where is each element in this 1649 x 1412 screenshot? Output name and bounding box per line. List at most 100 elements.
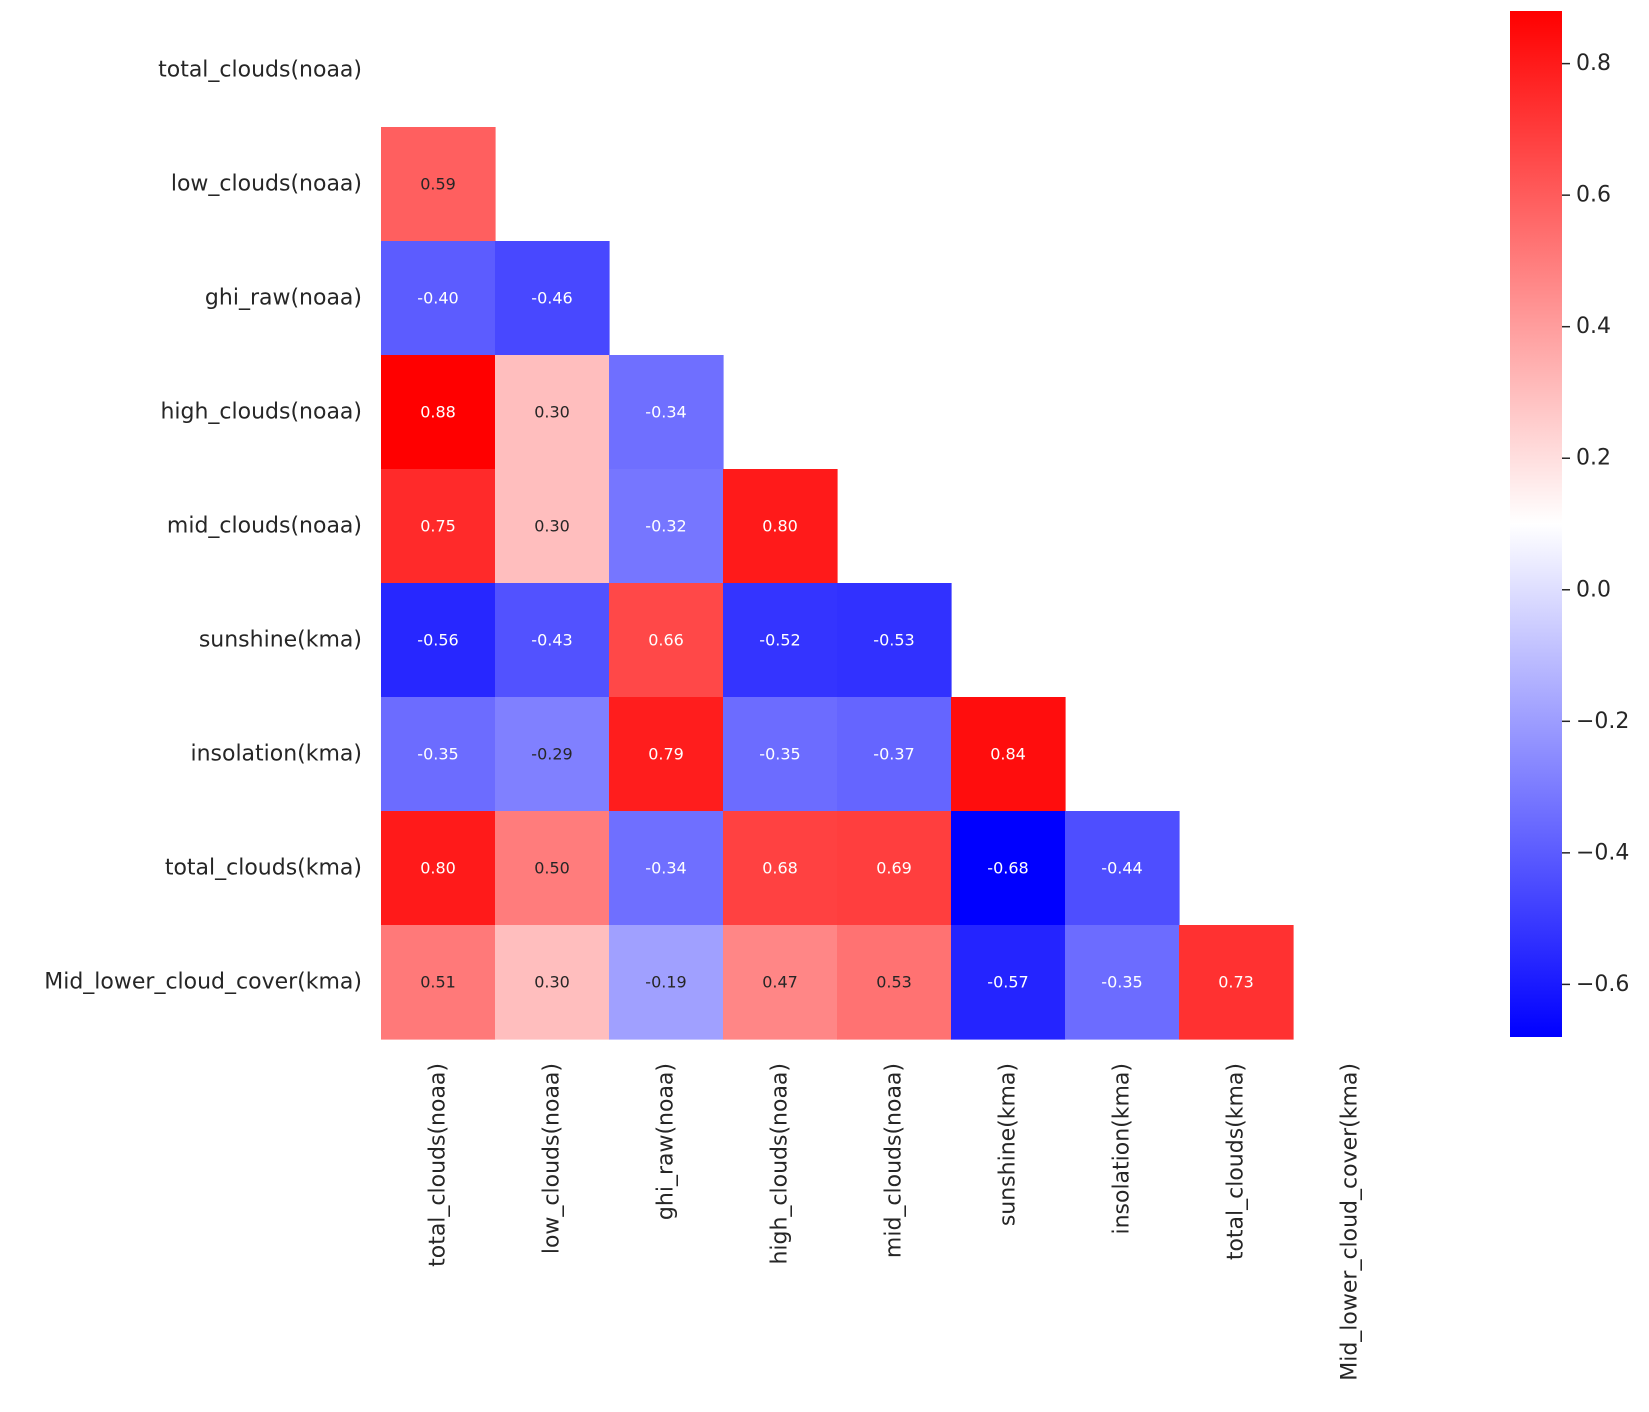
heatmap-cell: [381, 469, 496, 584]
heatmap-cells: 0.59 -0.40 -0.46 0.88 0.30 -0.34 0.75 0.30 -0.32…: [381, 127, 1294, 1040]
column-tick-label: ghi_raw(noaa): [654, 1063, 679, 1220]
colorbar-tick-label: −0.2: [1576, 709, 1629, 734]
cell-value-label: -0.40: [417, 289, 458, 308]
column-tick-label: low_clouds(noaa): [540, 1063, 565, 1254]
heatmap-cell: [381, 697, 496, 812]
cell-value-label: -0.43: [531, 631, 572, 650]
cell-value-label: -0.35: [417, 745, 458, 764]
colorbar-tick-label: −0.4: [1576, 840, 1629, 865]
row-tick-label: Mid_lower_cloud_cover(kma): [44, 970, 362, 995]
colorbar-tick-label: 0.4: [1576, 314, 1611, 339]
cell-value-label: -0.19: [645, 973, 686, 992]
row-tick-label: total_clouds(noaa): [158, 58, 362, 83]
heatmap-cell: [495, 697, 610, 812]
cell-value-label: -0.53: [873, 631, 914, 650]
heatmap-cell: [609, 811, 724, 926]
colorbar-gradient: [1510, 11, 1562, 1037]
cell-value-label: 0.30: [534, 403, 570, 422]
heatmap-cell: [381, 355, 496, 470]
column-tick-label: mid_clouds(noaa): [882, 1063, 907, 1258]
cell-value-label: -0.56: [417, 631, 458, 650]
cell-value-label: 0.53: [876, 973, 912, 992]
heatmap-cell: [495, 241, 610, 356]
row-tick-label: low_clouds(noaa): [171, 172, 362, 197]
cell-value-label: 0.66: [648, 631, 684, 650]
column-tick-label: insolation(kma): [1110, 1063, 1135, 1235]
cell-value-label: -0.34: [645, 403, 686, 422]
heatmap-cell: [381, 241, 496, 356]
cell-value-label: 0.47: [762, 973, 798, 992]
heatmap-cell: [609, 925, 724, 1040]
cell-value-label: 0.80: [762, 517, 798, 536]
heatmap-cell: [381, 583, 496, 698]
cell-value-label: 0.59: [420, 175, 456, 194]
colorbar-tick-label: 0.2: [1576, 446, 1611, 471]
cell-value-label: 0.30: [534, 973, 570, 992]
heatmap-cell: [609, 697, 724, 812]
heatmap-cell: [951, 811, 1066, 926]
heatmap-cell: [381, 811, 496, 926]
heatmap-cell: [1179, 925, 1294, 1040]
column-tick-label: Mid_lower_cloud_cover(kma): [1338, 1063, 1363, 1381]
heatmap-cell: [1065, 811, 1180, 926]
heatmap-cell: [837, 811, 952, 926]
row-tick-label: ghi_raw(noaa): [205, 286, 362, 311]
heatmap-cell: [723, 469, 838, 584]
cell-value-label: 0.68: [762, 859, 798, 878]
row-tick-label: high_clouds(noaa): [160, 400, 362, 425]
heatmap-cell: [1065, 925, 1180, 1040]
column-tick-label: high_clouds(noaa): [768, 1063, 793, 1265]
row-tick-label: insolation(kma): [190, 742, 362, 767]
heatmap-cell: [495, 925, 610, 1040]
colorbar-tick-label: 0.6: [1576, 183, 1611, 208]
column-tick-label: sunshine(kma): [996, 1063, 1021, 1226]
heatmap-cell: [495, 811, 610, 926]
heatmap-cell: [723, 583, 838, 698]
cell-value-label: 0.51: [420, 973, 456, 992]
cell-value-label: 0.84: [990, 745, 1026, 764]
cell-value-label: 0.73: [1218, 973, 1254, 992]
heatmap-cell: [495, 583, 610, 698]
colorbar-tick-label: 0.0: [1576, 577, 1611, 602]
heatmap-cell: [837, 697, 952, 812]
cell-value-label: -0.37: [873, 745, 914, 764]
cell-value-label: -0.32: [645, 517, 686, 536]
cell-value-label: 0.30: [534, 517, 570, 536]
heatmap-cell: [837, 925, 952, 1040]
cell-value-label: -0.44: [1101, 859, 1142, 878]
column-tick-label: total_clouds(kma): [1224, 1063, 1249, 1260]
cell-value-label: 0.69: [876, 859, 912, 878]
heatmap-cell: [723, 925, 838, 1040]
row-tick-labels: total_clouds(noaa) low_clouds(noaa) ghi_ra…: [44, 58, 362, 995]
cell-value-label: -0.35: [759, 745, 800, 764]
row-tick-label: mid_clouds(noaa): [167, 514, 362, 539]
cell-value-label: -0.57: [987, 973, 1028, 992]
cell-value-label: -0.29: [531, 745, 572, 764]
heatmap-cell: [609, 469, 724, 584]
heatmap-cell: [609, 583, 724, 698]
heatmap-cell: [723, 697, 838, 812]
colorbar: 0.8 0.6 0.4 0.2 0.0 −0.2 −0.4 −0.6: [1510, 11, 1629, 1037]
heatmap-cell: [723, 811, 838, 926]
cell-value-label: -0.46: [531, 289, 572, 308]
heatmap-cell: [381, 925, 496, 1040]
cell-value-label: 0.75: [420, 517, 456, 536]
cell-value-label: -0.34: [645, 859, 686, 878]
cell-value-label: -0.52: [759, 631, 800, 650]
cell-value-label: 0.88: [420, 403, 456, 422]
heatmap-cell: [951, 925, 1066, 1040]
heatmap-cell: [381, 127, 496, 242]
row-tick-label: sunshine(kma): [199, 628, 362, 653]
colorbar-tick-label: 0.8: [1576, 51, 1611, 76]
heatmap-cell: [837, 583, 952, 698]
column-tick-label: total_clouds(noaa): [426, 1063, 451, 1267]
column-tick-labels: total_clouds(noaa) low_clouds(noaa) ghi_ra…: [426, 1063, 1363, 1381]
heatmap-cell: [495, 469, 610, 584]
cell-value-label: 0.80: [420, 859, 456, 878]
row-tick-label: total_clouds(kma): [165, 856, 362, 881]
cell-value-label: -0.68: [987, 859, 1028, 878]
cell-value-label: 0.50: [534, 859, 570, 878]
colorbar-tick-label: −0.6: [1576, 972, 1629, 997]
cell-value-label: 0.79: [648, 745, 684, 764]
